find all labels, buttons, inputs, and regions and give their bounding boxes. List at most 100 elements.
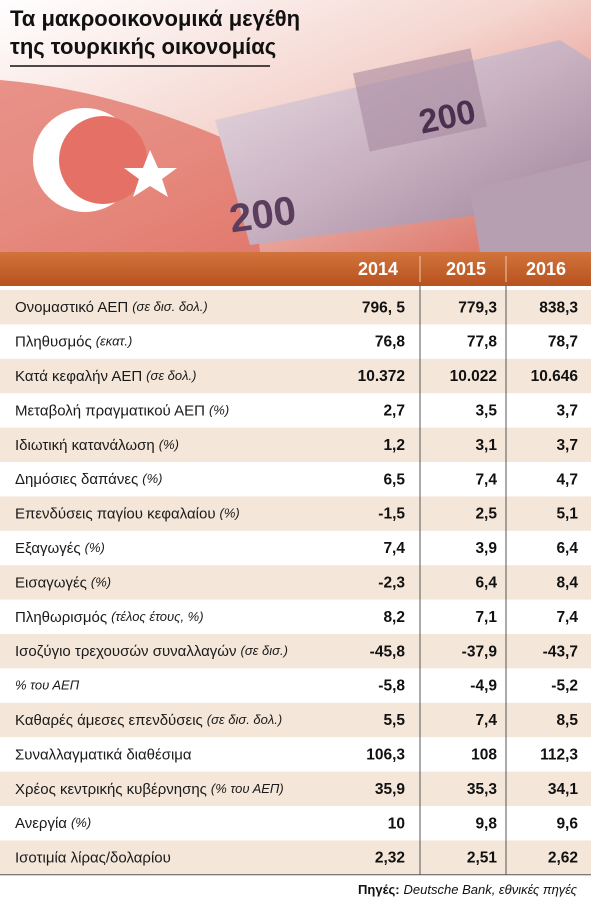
label-text: Καθαρές άμεσες επενδύσεις bbox=[15, 712, 203, 729]
cell-value: 106,3 bbox=[366, 746, 405, 763]
cell-value: 8,5 bbox=[556, 712, 578, 729]
cell-value: 3,5 bbox=[475, 402, 497, 419]
source-label: Πηγές: bbox=[358, 882, 400, 897]
column-header: 2014 bbox=[358, 259, 398, 279]
cell-value: 8,2 bbox=[383, 609, 405, 626]
label-note: % του ΑΕΠ bbox=[15, 678, 80, 693]
label-note: (%) bbox=[220, 506, 240, 521]
cell-value: 6,4 bbox=[475, 574, 497, 591]
cell-value: 9,6 bbox=[556, 815, 578, 832]
row-label: Κατά κεφαλήν ΑΕΠ (σε δολ.) bbox=[15, 368, 196, 385]
cell-value: -43,7 bbox=[543, 643, 578, 660]
row-label: Επενδύσεις παγίου κεφαλαίου (%) bbox=[15, 506, 240, 523]
cell-value: 4,7 bbox=[556, 471, 578, 488]
cell-value: 34,1 bbox=[548, 781, 579, 798]
row-label: Πληθυσμός (εκατ.) bbox=[15, 334, 132, 351]
label-note: (σε δισ. δολ.) bbox=[207, 712, 282, 727]
cell-value: -5,8 bbox=[378, 678, 405, 695]
row-label: Ισοζύγιο τρεχουσών συναλλαγών (σε δισ.) bbox=[15, 643, 288, 660]
label-text: Ιδιωτική κατανάλωση bbox=[15, 437, 155, 454]
cell-value: 7,4 bbox=[383, 540, 405, 557]
label-text: Κατά κεφαλήν ΑΕΠ bbox=[15, 368, 142, 385]
note-ornament: 200 bbox=[227, 189, 299, 242]
cell-value: -5,2 bbox=[551, 678, 578, 695]
row-label: Πληθωρισμός (τέλος έτους, %) bbox=[15, 609, 204, 626]
row-band bbox=[0, 702, 591, 738]
cell-value: 3,1 bbox=[475, 437, 497, 454]
row-label: Καθαρές άμεσες επενδύσεις (σε δισ. δολ.) bbox=[15, 712, 282, 729]
label-text: Εισαγωγές bbox=[15, 574, 87, 591]
cell-value: -4,9 bbox=[470, 678, 497, 695]
cell-value: 2,51 bbox=[467, 850, 498, 867]
cell-value: 77,8 bbox=[467, 334, 498, 351]
cell-value: 6,5 bbox=[383, 471, 405, 488]
label-text: Εξαγωγές bbox=[15, 540, 81, 557]
label-text: Δημόσιες δαπάνες bbox=[15, 471, 138, 488]
row-band bbox=[0, 634, 591, 669]
label-note: (εκατ.) bbox=[96, 334, 133, 349]
row-label: Χρέος κεντρικής κυβέρνησης (% του ΑΕΠ) bbox=[15, 781, 284, 798]
cell-value: 6,4 bbox=[556, 540, 578, 557]
cell-value: 796, 5 bbox=[362, 299, 405, 316]
row-label: Δημόσιες δαπάνες (%) bbox=[15, 471, 163, 488]
cell-value: 76,8 bbox=[375, 334, 406, 351]
cell-value: 10.022 bbox=[450, 368, 497, 385]
cell-value: 5,5 bbox=[383, 712, 405, 729]
label-text: Συναλλαγματικά διαθέσιμα bbox=[15, 746, 192, 763]
row-label: Συναλλαγματικά διαθέσιμα bbox=[15, 746, 192, 763]
label-note: (σε δισ.) bbox=[241, 644, 288, 659]
row-band bbox=[0, 427, 591, 462]
label-note: (σε δισ. δολ.) bbox=[132, 300, 207, 315]
row-band bbox=[0, 358, 591, 394]
cell-value: 838,3 bbox=[539, 299, 578, 316]
cell-value: 78,7 bbox=[548, 334, 578, 351]
row-label: Ισοτιμία λίρας/δολαρίου bbox=[15, 850, 171, 867]
row-label: Εξαγωγές (%) bbox=[15, 540, 105, 557]
label-text: Ισοτιμία λίρας/δολαρίου bbox=[15, 850, 171, 867]
label-note: (%) bbox=[209, 403, 229, 418]
table-header bbox=[0, 252, 591, 286]
cell-value: 2,32 bbox=[375, 850, 405, 867]
label-note: (%) bbox=[91, 575, 111, 590]
row-band bbox=[0, 565, 591, 600]
row-label: Ανεργία (%) bbox=[15, 815, 91, 832]
title-line: Τα μακροοικονομικά μεγέθη bbox=[10, 6, 300, 31]
label-note: (% του ΑΕΠ) bbox=[211, 781, 284, 796]
cell-value: -37,9 bbox=[462, 643, 498, 660]
cell-value: 3,9 bbox=[475, 540, 497, 557]
cell-value: 7,4 bbox=[475, 471, 497, 488]
row-band bbox=[0, 496, 591, 531]
cell-value: 9,8 bbox=[475, 815, 497, 832]
cell-value: 2,5 bbox=[475, 506, 497, 523]
label-text: Επενδύσεις παγίου κεφαλαίου bbox=[15, 506, 216, 523]
row-label: Ιδιωτική κατανάλωση (%) bbox=[15, 437, 179, 454]
cell-value: 779,3 bbox=[458, 299, 497, 316]
cell-value: 3,7 bbox=[556, 437, 578, 454]
cell-value: 108 bbox=[471, 746, 497, 763]
hero-image: 200 200 bbox=[0, 0, 591, 252]
label-note: (%) bbox=[142, 472, 162, 487]
cell-value: 35,9 bbox=[375, 781, 406, 798]
label-note: (%) bbox=[71, 816, 91, 831]
label-text: Ισοζύγιο τρεχουσών συναλλαγών bbox=[15, 643, 237, 660]
label-text: Ανεργία bbox=[15, 815, 67, 832]
label-note: (%) bbox=[85, 540, 105, 555]
cell-value: 10 bbox=[388, 815, 405, 832]
row-label: Μεταβολή πραγματικού ΑΕΠ (%) bbox=[15, 402, 229, 419]
row-label: Ονομαστικό ΑΕΠ (σε δισ. δολ.) bbox=[15, 299, 208, 316]
cell-value: 7,4 bbox=[556, 609, 578, 626]
cell-value: 35,3 bbox=[467, 781, 498, 798]
label-note: (%) bbox=[159, 437, 179, 452]
cell-value: 5,1 bbox=[556, 506, 578, 523]
source-text: Deutsche Bank, εθνικές πηγές bbox=[404, 882, 578, 897]
cell-value: 7,1 bbox=[475, 609, 497, 626]
title-line: της τουρκικής οικονομίας bbox=[10, 34, 276, 59]
label-text: Πληθυσμός bbox=[15, 334, 92, 351]
cell-value: -2,3 bbox=[378, 574, 405, 591]
cell-value: 7,4 bbox=[475, 712, 497, 729]
label-note: (τέλος έτους, %) bbox=[111, 609, 204, 624]
cell-value: 3,7 bbox=[556, 402, 578, 419]
row-band bbox=[0, 290, 591, 325]
